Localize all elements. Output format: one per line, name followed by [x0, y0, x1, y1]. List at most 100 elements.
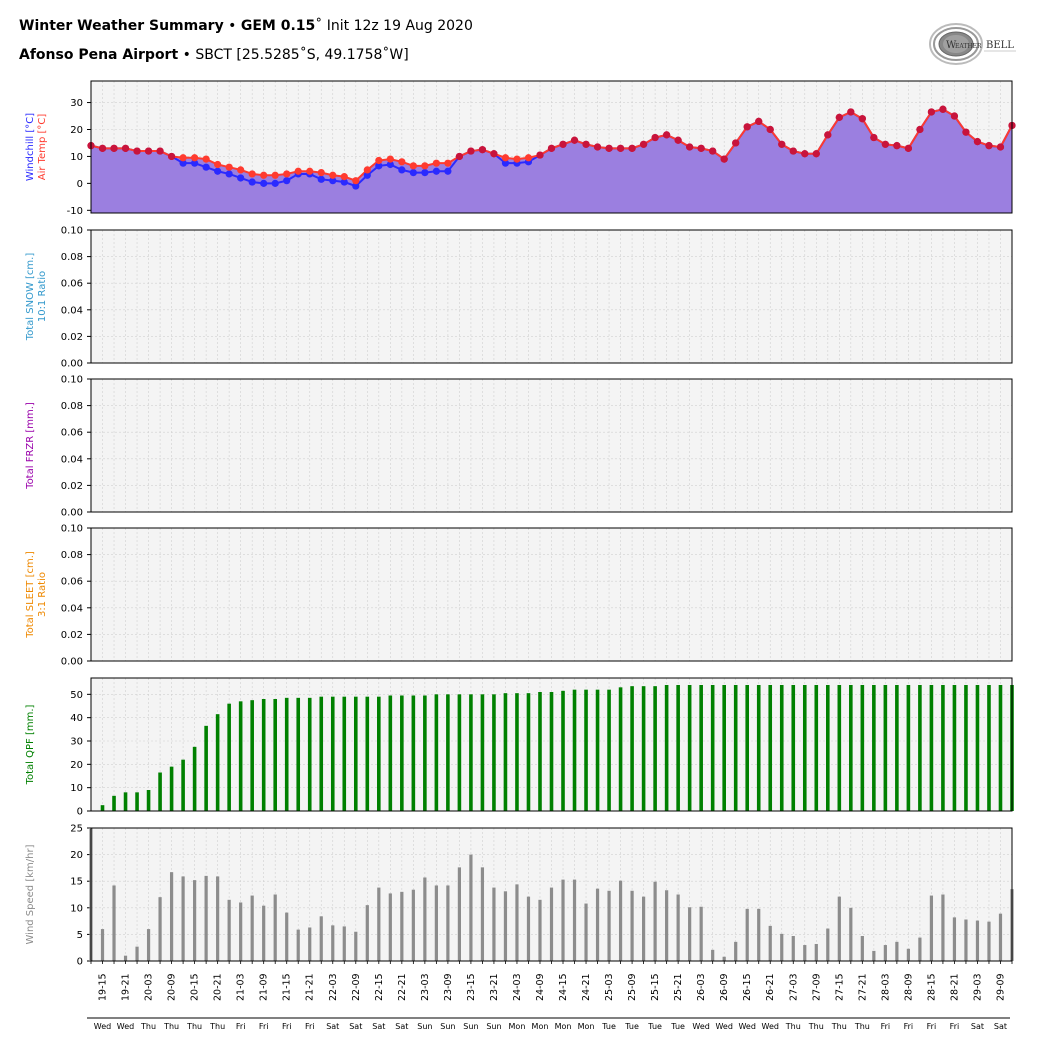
- wind-bar: [964, 919, 968, 961]
- y-tick-label: 10: [70, 903, 83, 914]
- wind-bar: [906, 948, 910, 961]
- airtemp-point: [927, 108, 936, 116]
- airtemp-point: [444, 159, 452, 167]
- wind-bar: [699, 906, 703, 961]
- day-label: Fri: [282, 1022, 292, 1031]
- x-tick-label: 24-21: [581, 973, 592, 1001]
- airtemp-point: [524, 154, 533, 162]
- airtemp-point: [260, 171, 268, 179]
- day-label: Fri: [927, 1022, 937, 1031]
- x-tick-label: 23-21: [489, 973, 500, 1001]
- qpf-bar: [411, 695, 416, 811]
- qpf-bar: [284, 697, 289, 811]
- airtemp-point: [663, 131, 671, 139]
- wind-bar: [342, 926, 346, 961]
- windchill-point: [432, 167, 440, 175]
- day-label: Tue: [647, 1022, 662, 1031]
- logo-bell: BELL: [986, 40, 1014, 51]
- x-tick-label: 22-09: [351, 973, 362, 1001]
- weatherbell-logo: W EATHER BELL: [928, 18, 1020, 70]
- y-tick-label: 0.02: [61, 481, 83, 492]
- airtemp-point: [398, 158, 406, 166]
- airtemp-point: [870, 133, 878, 142]
- qpf-bar: [377, 696, 381, 811]
- y-tick-label: 0.00: [61, 359, 83, 370]
- wind-bar: [803, 945, 807, 961]
- day-label: Wed: [117, 1022, 134, 1031]
- wind-bar: [653, 881, 657, 961]
- day-label: Tue: [670, 1022, 685, 1031]
- qpf-bar: [261, 699, 266, 811]
- wind-bar: [296, 929, 300, 961]
- windchill-point: [352, 182, 360, 190]
- day-label: Sun: [463, 1022, 478, 1031]
- x-tick-label: 26-09: [719, 973, 730, 1001]
- title-bold: Winter Weather Summary: [19, 18, 224, 34]
- chart-subtitle: Afonso Pena Airport • SBCT [25.5285˚S, 4…: [19, 47, 409, 63]
- x-tick-label: 28-21: [949, 973, 960, 1001]
- day-label: Sat: [395, 1022, 408, 1031]
- qpf-bar: [353, 696, 358, 811]
- x-tick-label: 23-03: [420, 973, 431, 1001]
- windchill-point: [375, 162, 383, 170]
- windchill-point: [386, 160, 394, 169]
- title-sep: •: [223, 18, 241, 34]
- model-name: GEM 0.15: [240, 18, 316, 34]
- y-tick-label: 0.00: [61, 657, 83, 668]
- airtemp-point: [294, 167, 302, 175]
- panel-bg: [91, 379, 1012, 512]
- y-tick-label: 0.06: [61, 279, 83, 290]
- x-tick-label: 28-09: [903, 973, 914, 1001]
- airtemp-point: [651, 133, 659, 142]
- windchill-point: [248, 178, 256, 186]
- day-label: Fri: [305, 1022, 315, 1031]
- wind-bar: [331, 925, 335, 961]
- airtemp-point: [697, 144, 705, 152]
- chart-title: Winter Weather Summary • GEM 0.15˚ Init …: [19, 18, 473, 34]
- qpf-bar: [975, 685, 980, 811]
- y-tick-label: 40: [70, 713, 83, 724]
- day-label: Sat: [372, 1022, 385, 1031]
- qpf-bar: [710, 685, 715, 811]
- qpf-bar: [952, 685, 957, 811]
- wind-bar: [952, 917, 957, 961]
- qpf-bar: [423, 695, 427, 811]
- x-tick-label: 20-09: [167, 973, 178, 1001]
- qpf-bar: [607, 689, 611, 811]
- x-tick-label: 22-15: [374, 973, 385, 1001]
- day-label: Thu: [785, 1022, 801, 1031]
- airtemp-point: [248, 170, 256, 178]
- qpf-bar: [227, 703, 231, 811]
- panel-border: [90, 80, 1013, 214]
- wind-bar: [112, 885, 116, 961]
- airtemp-point: [547, 144, 556, 152]
- airtemp-point: [605, 144, 613, 152]
- airtemp-point: [386, 155, 394, 163]
- qpf-bar: [826, 685, 830, 811]
- x-tick-label: 23-09: [443, 973, 454, 1001]
- station-info: SBCT [25.5285˚S, 49.1758˚W]: [195, 47, 409, 63]
- qpf-bar: [745, 685, 750, 811]
- x-tick-label: 22-21: [397, 973, 408, 1001]
- x-tick-label: 21-09: [259, 973, 270, 1001]
- windchill-point: [444, 167, 452, 175]
- x-tick-label: 20-15: [190, 973, 201, 1001]
- day-label: Thu: [186, 1022, 202, 1031]
- wind-bar: [285, 912, 289, 961]
- airtemp-point: [306, 167, 314, 175]
- panel-border: [90, 527, 1013, 662]
- y-tick-label: 0.02: [61, 332, 83, 343]
- airtemp-point: [191, 154, 199, 162]
- qpf-bar: [238, 701, 243, 811]
- day-label: Sun: [440, 1022, 455, 1031]
- day-label: Thu: [808, 1022, 824, 1031]
- y-tick-label: 0.04: [61, 305, 83, 316]
- airtemp-point: [432, 159, 440, 167]
- qpf-bar: [964, 685, 968, 811]
- day-label: Sun: [486, 1022, 501, 1031]
- qpf-bar: [929, 685, 934, 811]
- wind-bar: [872, 950, 876, 961]
- y-tick-label: 5: [77, 930, 83, 941]
- wind-bar: [308, 927, 312, 961]
- wind-bar: [400, 891, 404, 961]
